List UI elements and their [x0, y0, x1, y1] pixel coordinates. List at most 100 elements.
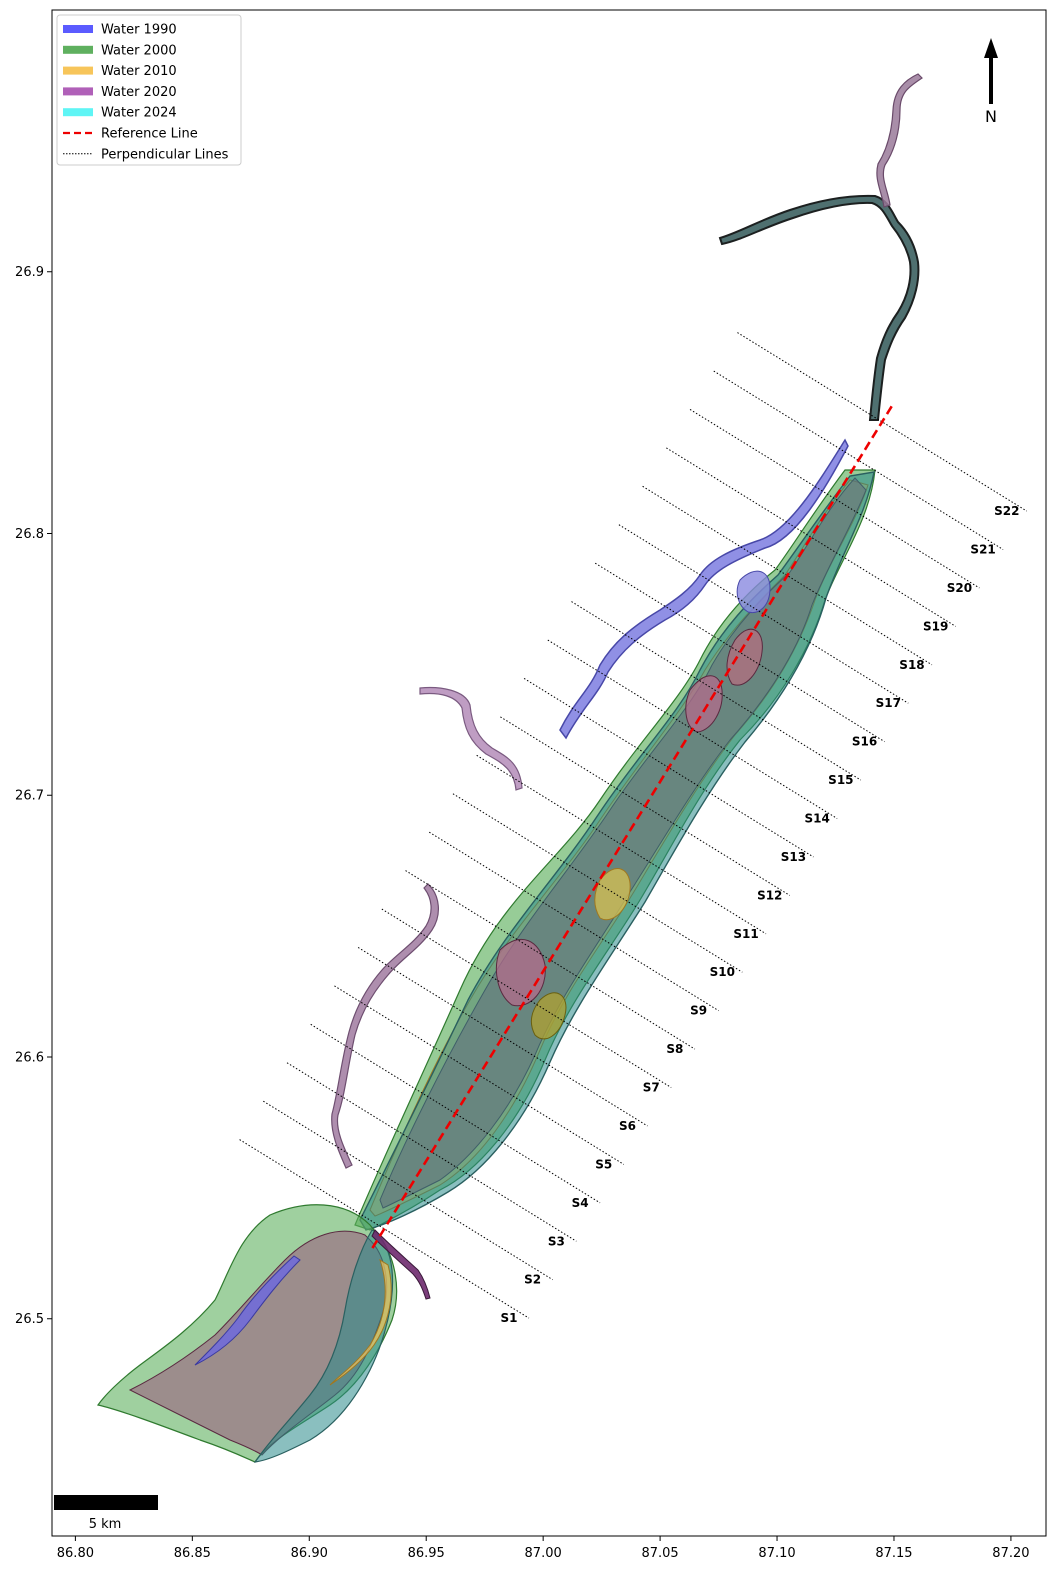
perpendicular-line [334, 985, 625, 1165]
perpendicular-line [594, 562, 885, 743]
water-2020-island-patch-3 [726, 628, 763, 686]
perpendicular-line [713, 370, 1004, 550]
x-axis-ticks: 86.80 86.85 86.90 86.95 87.00 87.05 87.10 87.15… [57, 1536, 1030, 1561]
section-label: S12 [757, 888, 782, 902]
y-axis-ticks: 26.5 26.6 26.7 26.8 26.9 [15, 265, 52, 1327]
water-2020-upstream-branch [876, 73, 923, 208]
water-1990-north-lobe [736, 570, 771, 614]
legend-box [56, 14, 242, 166]
legend-label: Perpendicular Lines [101, 147, 229, 162]
x-tick-label: 87.10 [758, 1546, 795, 1561]
x-tick-label: 86.90 [291, 1546, 328, 1561]
perpendicular-line [737, 332, 1028, 512]
perpendicular-line [405, 870, 696, 1050]
water-1990-channel [559, 438, 849, 740]
perpendicular-line [642, 485, 933, 666]
legend-label: Water 2000 [101, 43, 177, 58]
water-layers [96, 73, 923, 1463]
x-tick-label: 86.80 [57, 1546, 94, 1561]
water-2010-island-patch-2 [530, 992, 567, 1040]
x-tick-label: 86.95 [408, 1546, 445, 1561]
legend-label: Water 2024 [101, 106, 177, 121]
y-tick-label: 26.8 [15, 527, 44, 542]
legend-swatch [63, 25, 93, 33]
legend-label: Water 2010 [101, 64, 177, 79]
section-label: S15 [828, 773, 853, 787]
legend-swatch [63, 66, 93, 75]
water-2024-fan [253, 1229, 394, 1463]
perpendicular-line [571, 601, 862, 781]
north-arrow-head [984, 38, 998, 58]
x-tick-label: 87.15 [875, 1546, 912, 1561]
legend-label: Water 2020 [101, 85, 177, 100]
perpendicular-line [476, 754, 767, 935]
scale-bar-label: 5 km [89, 1517, 122, 1532]
y-tick-label: 26.6 [15, 1050, 44, 1065]
x-tick-label: 87.00 [525, 1546, 562, 1561]
y-tick-label: 26.7 [15, 789, 44, 804]
perpendicular-line [263, 1100, 553, 1281]
legend-swatch [63, 108, 93, 117]
section-label: S10 [710, 965, 735, 979]
perpendicular-line [286, 1062, 577, 1242]
legend-label: Reference Line [101, 127, 198, 142]
north-label: N [985, 107, 997, 126]
north-arrow: N [984, 38, 998, 126]
section-label: S8 [666, 1042, 683, 1056]
section-label: S16 [852, 735, 877, 749]
perpendicular-line [547, 639, 838, 819]
section-labels: S1 S2 S3 S4 S5 S6 S7 S8 S9 S10 S11 S12 S13 S14 S15 S16 S… [500, 504, 1019, 1325]
perpendicular-line [239, 1139, 530, 1319]
section-label: S7 [643, 1081, 660, 1095]
water-1990-fan [194, 1255, 301, 1366]
perpendicular-line [357, 947, 648, 1127]
perpendicular-line [523, 678, 814, 858]
water-2010-fan [329, 1258, 392, 1386]
water-2020-east-distributary [371, 1229, 431, 1300]
section-label: S14 [804, 812, 829, 826]
y-tick-label: 26.5 [15, 1312, 44, 1327]
legend-swatch [63, 87, 93, 96]
section-label: S17 [876, 696, 901, 710]
scale-bar-rect [54, 1495, 158, 1510]
x-tick-label: 87.20 [992, 1546, 1029, 1561]
perpendicular-line [452, 793, 743, 973]
x-tick-label: 87.05 [641, 1546, 678, 1561]
water-2020-tributary-west [419, 686, 523, 791]
section-label: S22 [994, 504, 1019, 518]
section-label: S1 [500, 1311, 517, 1325]
perpendicular-line [381, 908, 672, 1088]
perpendicular-line [689, 409, 980, 589]
reference-line [371, 401, 896, 1249]
perpendicular-line [428, 831, 719, 1012]
x-tick-label: 86.85 [174, 1546, 211, 1561]
section-label: S13 [781, 850, 806, 864]
water-2020-island-patch-1 [495, 938, 546, 1007]
section-label: S20 [947, 581, 972, 595]
legend-swatch [63, 45, 93, 54]
section-label: S18 [899, 658, 924, 672]
water-2010-island-patch [594, 868, 631, 921]
section-label: S3 [548, 1234, 565, 1248]
section-label: S4 [572, 1196, 589, 1210]
perpendicular-lines [239, 332, 1028, 1319]
perpendicular-line [500, 716, 790, 896]
section-label: S6 [619, 1119, 636, 1133]
legend-label: Water 1990 [101, 23, 177, 38]
plot-frame [51, 9, 1047, 1537]
perpendicular-line [666, 447, 956, 627]
legend: Water 1990 Water 2000 Water 2010 Water 2020… [56, 14, 242, 166]
y-tick-label: 26.9 [15, 265, 44, 280]
perpendicular-line [310, 1023, 601, 1204]
section-label: S9 [690, 1004, 707, 1018]
section-label: S5 [595, 1157, 612, 1171]
section-label: S2 [524, 1273, 541, 1287]
section-label: S21 [970, 543, 995, 557]
scale-bar: 5 km [54, 1495, 158, 1532]
water-2020-island-patch-2 [685, 675, 723, 733]
section-label: S11 [733, 927, 758, 941]
water-2020-tributary-southwest [331, 883, 439, 1169]
section-label: S19 [923, 619, 948, 633]
water-upstream-channel [718, 194, 920, 421]
